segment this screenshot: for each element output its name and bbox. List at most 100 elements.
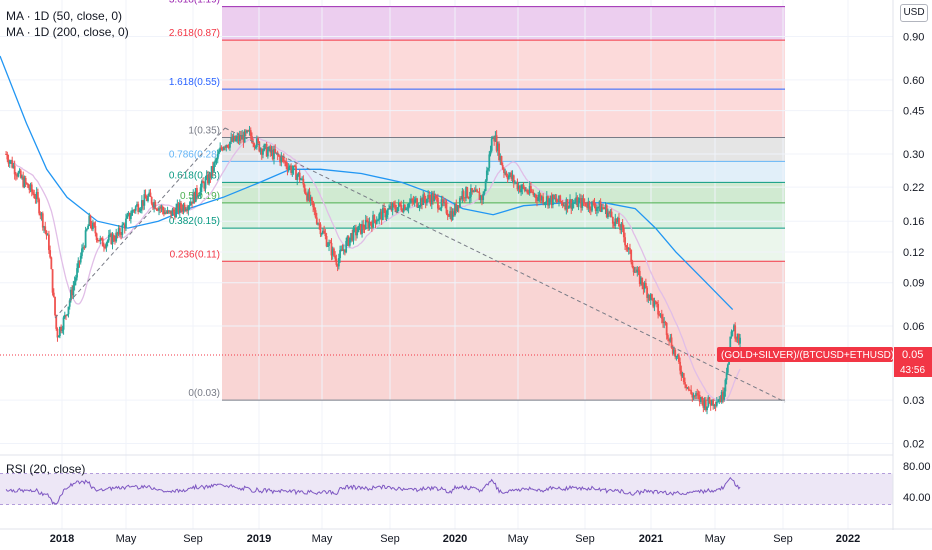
candle-body [505,172,508,177]
candle-body [421,198,423,205]
candle-body [94,225,97,234]
candle-body [733,325,735,331]
candle-body [21,176,23,178]
candle-body [522,184,525,188]
candle-body [488,154,491,168]
candle-body [326,245,329,247]
candle-body [375,221,378,224]
symbol-tag-label: (GOLD+SILVER)/(BTCUSD+ETHUSD) [721,350,894,361]
candle-body [46,234,49,236]
candle-body [700,396,702,402]
candle-body [95,233,98,240]
candles [5,125,741,415]
y-tick-label: 0.02 [903,439,924,451]
candle-body [504,172,507,174]
time-axis[interactable]: 2018 May Sep 2019 May Sep 2020 May Sep 2021 May Sep… [0,528,932,545]
candle-body [238,135,241,142]
candle-body [123,224,126,229]
price-tag-value: 0.05 [902,349,923,361]
candle-body [308,191,311,201]
candle-body [653,301,656,307]
candle-body [660,314,663,319]
candle-body [197,196,200,198]
candle-body [642,285,645,290]
candle-body [62,317,65,330]
candle-body [306,194,308,201]
candle-body [295,166,297,180]
candle-body [526,190,529,193]
candle-body [596,208,598,211]
candle-body [148,192,151,196]
candle-body [570,199,573,209]
candle-body [706,406,708,411]
candle-body [378,214,381,220]
candle-body [235,138,237,141]
candle-body [71,289,74,296]
candle-body [583,202,586,204]
candle-body [648,295,651,300]
candle-body [572,202,575,204]
candle-body [139,208,142,211]
price-axis[interactable]: 0.90 0.60 0.45 0.30 0.22 0.16 0.12 0.09 0.06 0.03… [892,0,931,530]
rsi-tick-label: 40.00 [903,492,931,504]
legend-rsi[interactable]: RSI (20, close) [6,462,86,476]
candle-body [676,355,679,357]
candle-body [182,204,185,211]
candle-body [478,192,481,201]
candle-body [33,193,36,198]
price-tags: (GOLD+SILVER)/(BTCUSD+ETHUSD) 0.05 43:56 [717,347,932,377]
candle-body [359,224,362,234]
candle-body [60,326,63,332]
candle-body [437,198,439,209]
candle-body [88,215,91,226]
candle-body [560,201,563,203]
candle-body [24,177,27,183]
candle-body [474,189,477,192]
candle-body [166,210,169,213]
candle-body [423,194,426,200]
candle-body [177,203,180,213]
candle-body [304,191,307,195]
candle-body [287,167,290,171]
currency-button[interactable]: USD [900,4,928,22]
candle-body [291,170,294,173]
candle-body [258,141,261,152]
candle-body [331,248,334,256]
candle-body [529,186,532,192]
candle-body [435,196,438,199]
candle-body [516,181,519,190]
candle-body [280,156,283,163]
candle-body [127,212,130,216]
candle-body [554,198,557,200]
candle-body [129,215,132,220]
candle-body [311,197,313,202]
candle-body [735,338,738,340]
legend-ma200[interactable]: MA · 1D (200, close, 0) [6,25,129,39]
candle-body [459,198,461,208]
candle-body [169,210,171,212]
candle-body [492,138,494,140]
candle-body [687,387,690,390]
candle-body [221,148,224,150]
candle-body [290,165,293,173]
candle-body [358,224,361,226]
x-tick-label: Sep [575,533,595,545]
candle-body [23,177,26,187]
candle-body [597,206,600,209]
candle-body [392,203,395,205]
candle-body [686,387,689,389]
fib-zone [222,202,785,229]
candle-body [213,162,215,172]
candle-body [17,172,20,177]
candle-body [709,402,712,406]
candle-body [682,373,685,383]
x-tick-label: 2021 [639,533,663,545]
candle-body [52,292,55,297]
candle-body [692,395,695,398]
candle-body [158,207,160,211]
candle-body [550,195,553,206]
candle-body [663,321,666,323]
legend-ma50[interactable]: MA · 1D (50, close, 0) [6,9,123,23]
candle-body [109,233,111,235]
